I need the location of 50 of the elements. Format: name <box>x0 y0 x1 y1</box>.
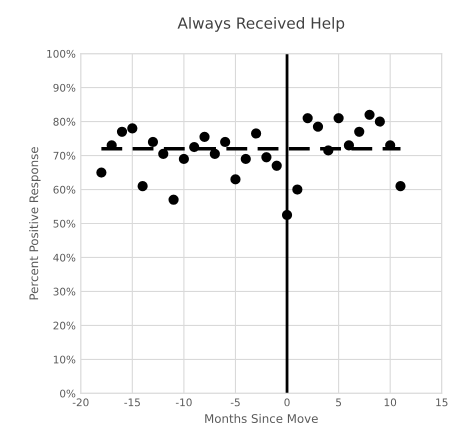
point <box>364 110 375 120</box>
point <box>334 113 344 124</box>
y-tick-label: 90% <box>53 84 76 92</box>
point <box>302 113 313 124</box>
x-tick-label: -20 <box>72 398 89 406</box>
point <box>158 148 168 159</box>
point <box>127 123 138 134</box>
x-tick-label: 0 <box>284 398 290 406</box>
point <box>230 174 241 184</box>
point <box>354 126 364 137</box>
point <box>168 194 179 205</box>
point <box>395 181 406 192</box>
point <box>261 152 272 162</box>
point <box>292 184 302 195</box>
y-tick-label: 60% <box>53 186 76 194</box>
y-tick-label: 30% <box>54 288 76 296</box>
x-tick-label: 15 <box>436 398 448 406</box>
point <box>374 116 385 127</box>
point <box>240 154 251 164</box>
point <box>148 136 158 148</box>
point <box>189 142 200 152</box>
y-tick-label: 70% <box>54 152 76 160</box>
point <box>210 148 220 159</box>
y-tick-label: 100% <box>47 50 76 58</box>
point <box>312 122 324 132</box>
y-tick-label: 20% <box>54 322 76 330</box>
y-axis-title: Percent Positive Response <box>29 147 41 300</box>
x-tick-label: 5 <box>336 398 342 406</box>
point <box>323 145 334 156</box>
chart-title: Always Received Help <box>178 17 344 32</box>
point <box>220 136 230 148</box>
y-tick-label: 40% <box>53 254 76 262</box>
y-tick-label: 80% <box>53 118 76 126</box>
y-tick-label: 50% <box>54 220 76 228</box>
x-tick-label: -10 <box>176 398 192 406</box>
x-axis-title: Months Since Move <box>205 414 318 423</box>
point <box>178 154 189 164</box>
point <box>272 160 282 171</box>
point <box>199 132 210 142</box>
point <box>116 126 128 137</box>
y-tick-label: 0% <box>60 390 76 398</box>
point <box>96 167 106 178</box>
point <box>251 128 262 139</box>
x-tick-label: -5 <box>230 398 240 406</box>
y-tick-label: 10% <box>54 356 76 364</box>
x-tick-label: 10 <box>384 398 396 406</box>
x-tick-label: -15 <box>124 398 140 406</box>
point <box>282 210 292 220</box>
point <box>138 181 148 192</box>
point <box>344 140 354 150</box>
